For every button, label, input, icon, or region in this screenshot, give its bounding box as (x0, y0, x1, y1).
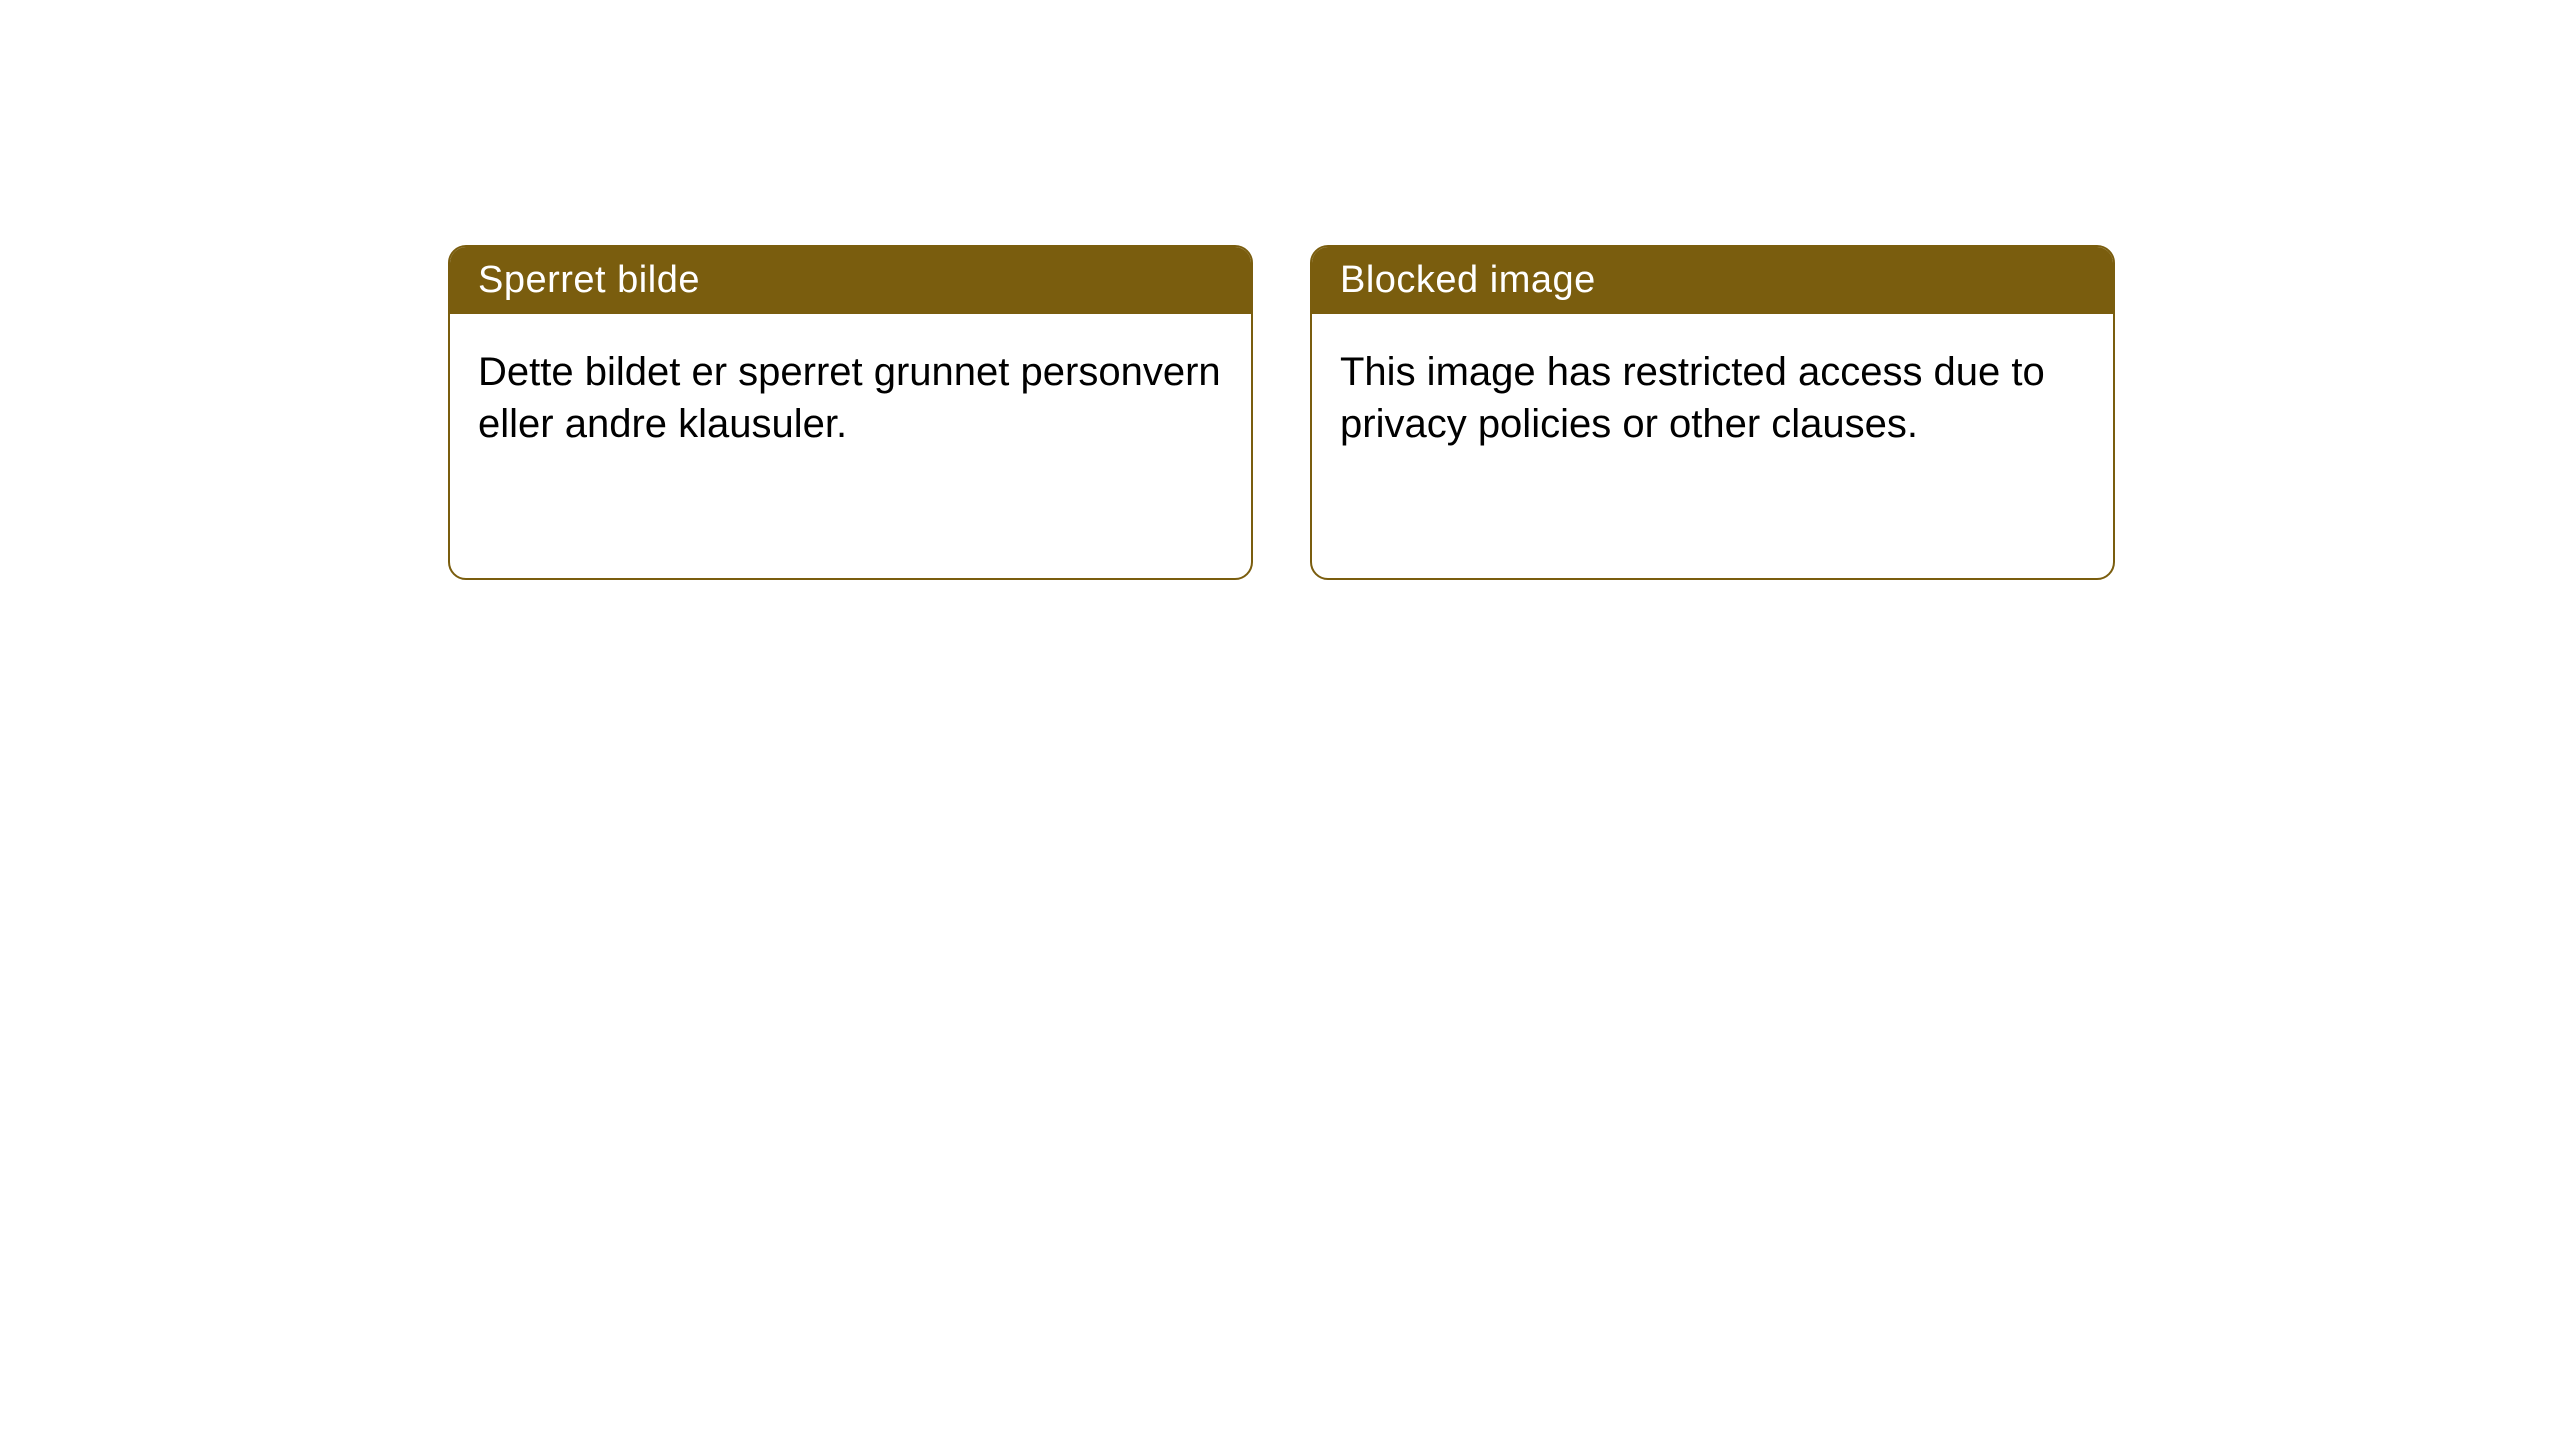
notice-body: This image has restricted access due to … (1312, 314, 2113, 482)
notice-body: Dette bildet er sperret grunnet personve… (450, 314, 1251, 482)
notice-card-english: Blocked image This image has restricted … (1310, 245, 2115, 580)
notice-header: Sperret bilde (450, 247, 1251, 314)
notice-card-norwegian: Sperret bilde Dette bildet er sperret gr… (448, 245, 1253, 580)
notice-container: Sperret bilde Dette bildet er sperret gr… (0, 0, 2560, 580)
notice-header: Blocked image (1312, 247, 2113, 314)
